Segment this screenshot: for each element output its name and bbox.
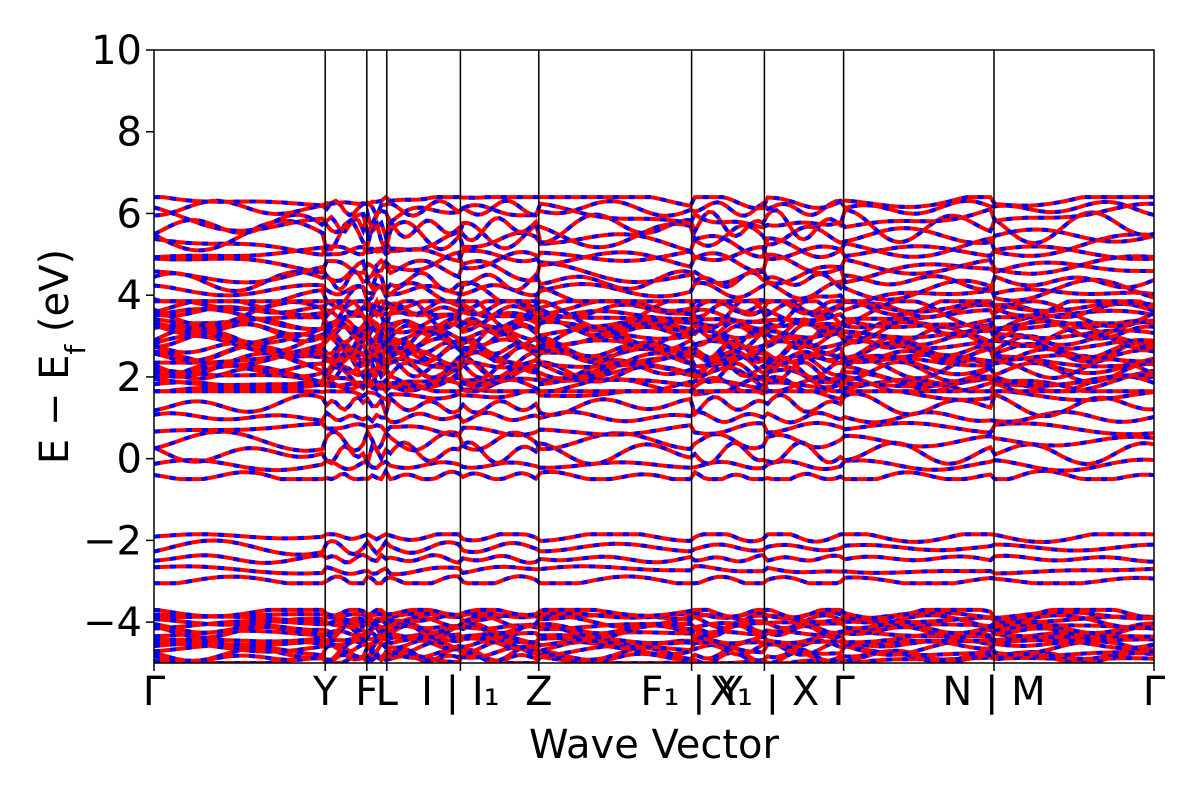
band-line-blue (154, 328, 1154, 355)
band-line-blue (154, 333, 1154, 356)
band-line-blue (154, 338, 1154, 367)
band-line-blue (154, 356, 1154, 381)
band-line-blue (154, 206, 1154, 245)
band-line-blue (154, 376, 1154, 395)
band-line-blue (154, 467, 1154, 482)
x-tick-label: Γ (832, 669, 855, 715)
band-line-blue (154, 457, 1154, 473)
band-line-blue (154, 201, 1154, 239)
band-line-red (154, 277, 1154, 303)
band-line-blue (154, 638, 1154, 657)
band-line-blue (154, 359, 1154, 388)
band-line-blue (154, 410, 1154, 425)
x-axis-label: Wave Vector (529, 722, 780, 768)
x-tick-label: I | I₁ (421, 669, 500, 715)
x-tick-label: Γ (143, 669, 166, 715)
band-line-blue (154, 244, 1154, 264)
band-line-blue (154, 257, 1154, 286)
band-line-red (154, 538, 1154, 557)
band-line-blue (154, 308, 1154, 327)
y-tick-label: −4 (83, 600, 142, 646)
band-line-red (154, 613, 1154, 631)
y-axis-label: E − Ef (eV) (32, 249, 92, 464)
band-line-blue (154, 420, 1154, 438)
band-line-blue (154, 218, 1154, 256)
x-axis-ticks: Γ Y FL I | I₁ Z F₁ | YX₁ | X Γ N | M Γ (143, 663, 1166, 715)
band-line-blue (154, 389, 1154, 402)
plot-frame (153, 49, 1155, 664)
y-axis-label-tail: (eV) (32, 249, 78, 345)
band-line-blue (154, 630, 1154, 646)
band-line-blue (154, 348, 1154, 381)
x-tick-label: X₁ | X (710, 669, 820, 715)
band-line-red (154, 315, 1154, 345)
band-lines (154, 194, 1154, 663)
band-line-blue (154, 307, 1154, 335)
band-line-blue (154, 563, 1154, 577)
x-tick-label: L (376, 669, 399, 715)
y-tick-label: 6 (117, 191, 142, 237)
y-axis-label-main: E − E (32, 355, 78, 465)
band-line-red (154, 299, 1154, 318)
x-tick-label: F (355, 669, 378, 715)
y-tick-label: 0 (117, 437, 142, 483)
y-tick-label: 4 (117, 273, 142, 319)
band-line-red (154, 194, 1154, 211)
x-tick-label: Y (312, 669, 338, 715)
band-line-red (154, 440, 1154, 469)
band-line-blue (154, 426, 1154, 455)
x-tick-label: F₁ | Y (640, 669, 743, 715)
band-line-blue (154, 642, 1154, 660)
y-tick-label: 10 (91, 28, 142, 74)
x-tick-label: Γ (1143, 669, 1166, 715)
band-line-blue (154, 607, 1154, 621)
band-line-red (154, 532, 1154, 544)
y-axis-label-sub: f (59, 344, 92, 355)
band-line-blue (154, 653, 1154, 663)
band-line-red (154, 391, 1154, 421)
x-tick-label: N | M (942, 669, 1045, 715)
y-axis-ticks: −4 −2 0 2 4 6 8 10 (83, 28, 154, 646)
band-line-blue (154, 628, 1154, 641)
band-line-blue (154, 198, 1154, 221)
kpoint-divider-lines (324, 50, 995, 663)
band-line-red (154, 230, 1154, 260)
y-tick-label: 8 (117, 110, 142, 156)
x-tick-label: Z (525, 669, 552, 715)
band-line-red (154, 574, 1154, 586)
y-tick-label: −2 (83, 518, 142, 564)
band-line-red (154, 552, 1154, 566)
band-line-blue (154, 349, 1154, 368)
band-line-blue (154, 353, 1154, 371)
y-tick-label: 2 (117, 355, 142, 401)
